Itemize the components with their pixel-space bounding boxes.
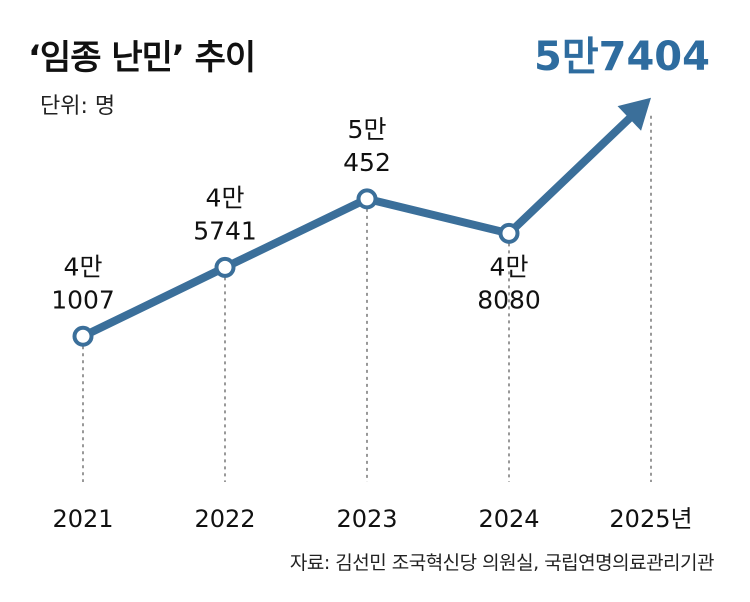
- x-tick-2025년: 2025년: [609, 505, 692, 533]
- point-marker-2024: [498, 222, 520, 244]
- arrowhead-marker: [617, 97, 651, 131]
- point-label-2025년: 5만7404: [534, 34, 710, 80]
- guide-lines: [82, 115, 652, 482]
- point-label-2024: 4만 8080: [477, 252, 541, 314]
- point-markers: [72, 188, 520, 347]
- x-tick-2023: 2023: [336, 505, 397, 533]
- x-tick-2024: 2024: [478, 505, 539, 533]
- chart-title: ‘임종 난민’ 추이: [28, 38, 256, 78]
- point-marker-2021: [72, 325, 94, 347]
- x-axis-ticks: 2021 2022 2023 2024 2025년: [52, 505, 692, 533]
- point-marker-2023: [356, 188, 378, 210]
- x-tick-2021: 2021: [52, 505, 113, 533]
- point-label-2021: 4만 1007: [51, 252, 115, 314]
- point-label-2022: 4만 5741: [193, 183, 257, 245]
- source-note: 자료: 김선민 조국혁신당 의원실, 국립연명의료관리기관: [289, 552, 715, 574]
- point-marker-2022: [214, 256, 236, 278]
- unit-label: 단위: 명: [40, 94, 116, 119]
- point-label-2023: 5만 452: [343, 115, 391, 177]
- point-labels: 4만 1007 4만 5741 5만 452 4만 8080 5만7404: [51, 34, 710, 314]
- x-tick-2022: 2022: [194, 505, 255, 533]
